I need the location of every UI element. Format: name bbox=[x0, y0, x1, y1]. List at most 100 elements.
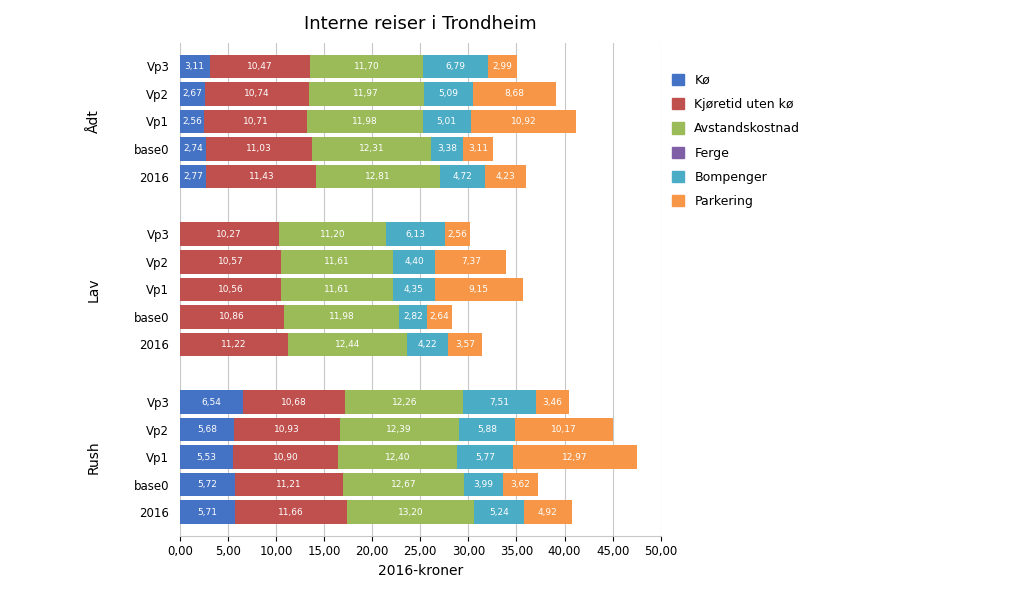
Text: 11,03: 11,03 bbox=[247, 145, 272, 154]
Bar bbox=[347, 500, 474, 524]
Text: 10,17: 10,17 bbox=[551, 425, 577, 434]
Bar bbox=[310, 55, 422, 78]
Bar bbox=[234, 500, 347, 524]
Bar bbox=[407, 333, 448, 356]
Text: 2,56: 2,56 bbox=[182, 117, 202, 126]
Bar bbox=[435, 278, 523, 301]
Text: 12,44: 12,44 bbox=[335, 340, 360, 349]
Text: 7,37: 7,37 bbox=[461, 257, 481, 266]
Text: 2,77: 2,77 bbox=[183, 172, 203, 181]
Text: 4,72: 4,72 bbox=[452, 172, 473, 181]
Text: 5,01: 5,01 bbox=[437, 117, 456, 126]
Bar bbox=[180, 137, 206, 161]
Text: 5,77: 5,77 bbox=[475, 452, 495, 462]
Text: 7,51: 7,51 bbox=[489, 398, 509, 407]
Text: 10,86: 10,86 bbox=[219, 313, 244, 321]
Bar bbox=[399, 305, 427, 329]
Text: 11,97: 11,97 bbox=[353, 90, 380, 98]
Text: 10,93: 10,93 bbox=[274, 425, 300, 434]
Bar bbox=[316, 165, 440, 188]
Text: 2,67: 2,67 bbox=[183, 90, 203, 98]
Text: 4,23: 4,23 bbox=[495, 172, 516, 181]
Bar bbox=[180, 333, 287, 356]
Bar bbox=[281, 250, 393, 273]
Text: 2,64: 2,64 bbox=[430, 313, 449, 321]
Bar bbox=[474, 500, 524, 524]
Bar bbox=[427, 305, 452, 329]
Text: 2,74: 2,74 bbox=[183, 145, 203, 154]
Bar bbox=[207, 165, 316, 188]
Text: 13,20: 13,20 bbox=[398, 508, 424, 517]
Text: 11,21: 11,21 bbox=[276, 480, 302, 489]
Title: Interne reiser i Trondheim: Interne reiser i Trondheim bbox=[304, 15, 536, 33]
Bar bbox=[180, 110, 205, 133]
Bar bbox=[524, 500, 572, 524]
Bar bbox=[234, 418, 340, 441]
Bar bbox=[340, 418, 458, 441]
Text: 11,98: 11,98 bbox=[352, 117, 377, 126]
Text: 11,20: 11,20 bbox=[319, 229, 345, 239]
Text: 2,82: 2,82 bbox=[403, 313, 422, 321]
Bar bbox=[180, 165, 207, 188]
Text: 5,24: 5,24 bbox=[489, 508, 508, 517]
Bar bbox=[393, 250, 436, 273]
Text: Rush: Rush bbox=[87, 441, 100, 474]
Text: 12,40: 12,40 bbox=[385, 452, 410, 462]
Bar bbox=[233, 445, 338, 469]
Text: 5,72: 5,72 bbox=[197, 480, 217, 489]
Text: 2,99: 2,99 bbox=[493, 62, 513, 71]
Text: 10,56: 10,56 bbox=[218, 285, 243, 294]
Text: 5,88: 5,88 bbox=[477, 425, 497, 434]
Text: 4,40: 4,40 bbox=[404, 257, 425, 266]
Bar bbox=[424, 82, 473, 106]
Bar bbox=[180, 278, 281, 301]
Text: 3,99: 3,99 bbox=[474, 480, 494, 489]
Bar bbox=[180, 473, 234, 496]
Bar bbox=[346, 390, 463, 414]
Bar bbox=[387, 222, 445, 246]
Text: 11,70: 11,70 bbox=[354, 62, 380, 71]
Text: Ådt: Ådt bbox=[87, 110, 100, 133]
Text: 5,71: 5,71 bbox=[197, 508, 217, 517]
Bar bbox=[513, 445, 637, 469]
Text: 5,09: 5,09 bbox=[439, 90, 458, 98]
Bar bbox=[180, 445, 233, 469]
Bar bbox=[431, 137, 463, 161]
Bar bbox=[234, 473, 343, 496]
Text: 11,43: 11,43 bbox=[249, 172, 274, 181]
Bar bbox=[445, 222, 470, 246]
Text: 9,15: 9,15 bbox=[469, 285, 489, 294]
Bar bbox=[463, 390, 536, 414]
Text: 11,61: 11,61 bbox=[324, 285, 350, 294]
Bar bbox=[516, 418, 613, 441]
Bar bbox=[338, 445, 457, 469]
Text: 3,38: 3,38 bbox=[437, 145, 457, 154]
Text: 10,74: 10,74 bbox=[244, 90, 270, 98]
Text: 12,31: 12,31 bbox=[359, 145, 385, 154]
Bar bbox=[210, 55, 310, 78]
Bar bbox=[309, 82, 424, 106]
Bar bbox=[463, 137, 493, 161]
Text: 4,35: 4,35 bbox=[404, 285, 424, 294]
Text: 5,68: 5,68 bbox=[197, 425, 217, 434]
Bar bbox=[458, 418, 516, 441]
Text: 10,57: 10,57 bbox=[218, 257, 243, 266]
Text: 10,71: 10,71 bbox=[243, 117, 269, 126]
Bar bbox=[422, 110, 471, 133]
Text: 10,68: 10,68 bbox=[281, 398, 307, 407]
Bar bbox=[180, 390, 242, 414]
Text: 3,46: 3,46 bbox=[542, 398, 563, 407]
Text: 11,66: 11,66 bbox=[278, 508, 304, 517]
Text: 10,27: 10,27 bbox=[216, 229, 241, 239]
Bar bbox=[206, 137, 312, 161]
Text: 11,22: 11,22 bbox=[221, 340, 247, 349]
Bar bbox=[180, 82, 206, 106]
Legend: Kø, Kjøretid uten kø, Avstandskostnad, Ferge, Bompenger, Parkering: Kø, Kjøretid uten kø, Avstandskostnad, F… bbox=[672, 74, 800, 208]
Bar bbox=[436, 250, 506, 273]
Text: 11,98: 11,98 bbox=[329, 313, 355, 321]
Bar bbox=[205, 110, 307, 133]
Bar bbox=[503, 473, 538, 496]
Bar bbox=[448, 333, 482, 356]
Text: 4,22: 4,22 bbox=[417, 340, 438, 349]
Bar bbox=[464, 473, 503, 496]
